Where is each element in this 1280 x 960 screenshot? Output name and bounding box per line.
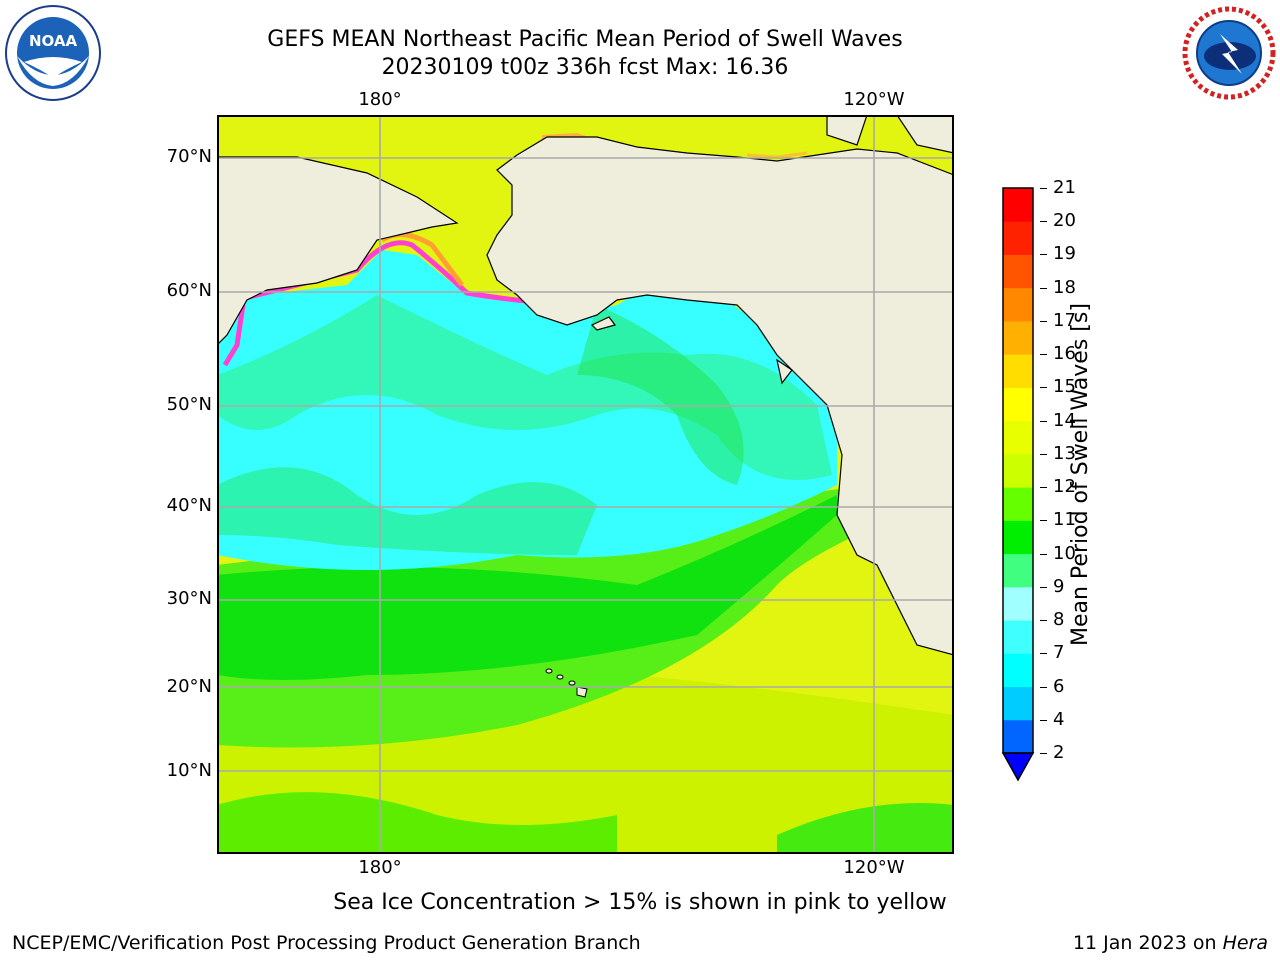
- colorbar-tick: [1040, 420, 1047, 422]
- noaa-logo: NOAA: [4, 4, 102, 102]
- colorbar-segment: [1003, 287, 1033, 322]
- map-subtitle: 20230109 t00z 336h fcst Max: 16.36: [381, 55, 789, 80]
- colorbar-segment: [1003, 453, 1033, 488]
- lat-label-40n: 40°N: [166, 495, 212, 516]
- lat-label-50n: 50°N: [166, 394, 212, 415]
- colorbar-segment: [1003, 387, 1033, 422]
- lon-label-bottom-180: 180°: [358, 857, 402, 878]
- colorbar-tick-label: 9: [1053, 575, 1065, 597]
- colorbar-tick: [1040, 387, 1047, 389]
- colorbar-tick: [1040, 453, 1047, 455]
- colorbar-tick-label: 11: [1053, 509, 1076, 531]
- footer-host: Hera: [1222, 932, 1268, 954]
- colorbar-tick: [1040, 320, 1047, 322]
- noaa-logo-text: NOAA: [29, 32, 78, 50]
- colorbar-segment: [1003, 487, 1033, 521]
- lat-label-20n: 20°N: [166, 676, 212, 697]
- colorbar-tick-label: 20: [1053, 210, 1076, 232]
- footer-date: 11 Jan 2023 on Hera: [1073, 932, 1268, 954]
- land-masses: [217, 115, 954, 656]
- colorbar-tick: [1040, 354, 1047, 356]
- colorbar-tick-label: 4: [1053, 708, 1065, 730]
- colorbar: [1001, 187, 1035, 782]
- colorbar-tick-label: 12: [1053, 476, 1076, 498]
- lon-label-bottom-120w: 120°W: [843, 857, 905, 878]
- colorbar-tick: [1040, 753, 1047, 754]
- colorbar-tick: [1040, 653, 1047, 655]
- colorbar-tick-label: 17: [1053, 309, 1076, 331]
- colorbar-segment: [1003, 320, 1033, 355]
- lat-label-30n: 30°N: [166, 588, 212, 609]
- colorbar-tick: [1040, 221, 1047, 223]
- lat-label-60n: 60°N: [166, 280, 212, 301]
- colorbar-tick: [1040, 188, 1047, 189]
- colorbar-tick-label: 6: [1053, 675, 1065, 697]
- colorbar-tick-label: 15: [1053, 376, 1076, 398]
- colorbar-segment: [1003, 653, 1033, 688]
- graticule: [217, 115, 954, 854]
- colorbar-segment: [1003, 221, 1033, 255]
- colorbar-segment: [1003, 254, 1033, 289]
- colorbar-tick: [1040, 686, 1047, 688]
- colorbar-tick-label: 8: [1053, 609, 1065, 631]
- colorbar-segment: [1003, 420, 1033, 455]
- lon-label-top-120w: 120°W: [843, 89, 905, 110]
- colorbar-tick: [1040, 719, 1047, 721]
- colorbar-tick-label: 10: [1053, 542, 1076, 564]
- colorbar-label: Mean Period of Swell Waves [s]: [1068, 303, 1093, 646]
- colorbar-tick-label: 14: [1053, 409, 1076, 431]
- nws-logo: [1180, 4, 1278, 102]
- colorbar-segment: [1003, 586, 1033, 621]
- colorbar-segment: [1003, 719, 1033, 754]
- colorbar-segment: [1003, 354, 1033, 388]
- colorbar-tick: [1040, 254, 1047, 256]
- colorbar-segment: [1003, 188, 1033, 222]
- colorbar-tick: [1040, 586, 1047, 588]
- lat-label-70n: 70°N: [166, 146, 212, 167]
- colorbar-segment: [1003, 553, 1033, 588]
- colorbar-tick-label: 18: [1053, 276, 1076, 298]
- hawaii-islands: [545, 668, 588, 698]
- sea-ice-note: Sea Ice Concentration > 15% is shown in …: [333, 890, 947, 915]
- colorbar-segment: [1003, 520, 1033, 555]
- lat-label-10n: 10°N: [166, 760, 212, 781]
- colorbar-segment: [1003, 686, 1033, 721]
- colorbar-tick-label: 2: [1053, 742, 1065, 763]
- colorbar-tick-label: 7: [1053, 642, 1065, 664]
- colorbar-tick-label: 19: [1053, 243, 1076, 265]
- lon-label-top-180: 180°: [358, 89, 402, 110]
- map-title: GEFS MEAN Northeast Pacific Mean Period …: [267, 27, 903, 52]
- colorbar-extend-arrow: [1001, 752, 1035, 782]
- colorbar-tick: [1040, 520, 1047, 522]
- colorbar-tick-label: 13: [1053, 442, 1076, 464]
- colorbar-tick-label: 16: [1053, 343, 1076, 365]
- colorbar-tick: [1040, 553, 1047, 555]
- colorbar-tick: [1040, 487, 1047, 489]
- footer-credit: NCEP/EMC/Verification Post Processing Pr…: [12, 932, 641, 954]
- colorbar-tick-label: 21: [1053, 177, 1076, 198]
- colorbar-tick: [1040, 620, 1047, 622]
- footer-date-text: 11 Jan 2023 on: [1072, 932, 1223, 954]
- colorbar-segment: [1003, 620, 1033, 654]
- colorbar-tick: [1040, 287, 1047, 289]
- map-panel: [217, 115, 954, 854]
